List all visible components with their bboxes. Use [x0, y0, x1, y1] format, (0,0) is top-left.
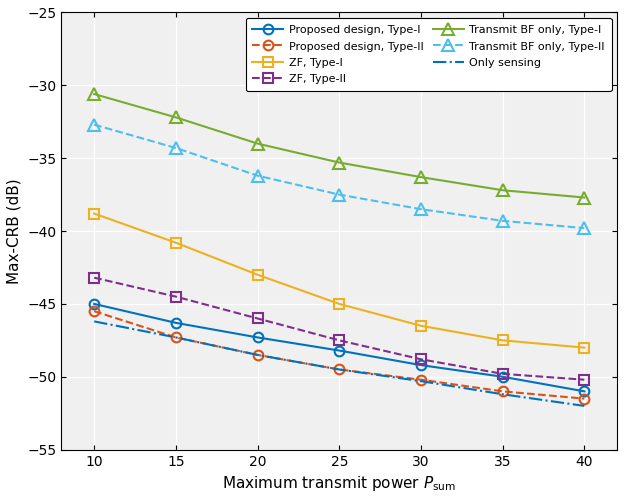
Proposed design, Type-I: [336, 348, 343, 354]
Proposed design, Type-II: [90, 308, 98, 314]
Proposed design, Type-II: [499, 388, 507, 394]
Transmit BF only, Type-I: [172, 114, 180, 120]
Transmit BF only, Type-II: [336, 192, 343, 198]
ZF, Type-II: [90, 274, 98, 280]
Transmit BF only, Type-I: [499, 187, 507, 193]
ZF, Type-I: [336, 301, 343, 307]
ZF, Type-II: [580, 376, 588, 382]
Proposed design, Type-II: [417, 376, 425, 382]
Line: Only sensing: Only sensing: [94, 322, 584, 406]
Only sensing: [254, 352, 261, 358]
ZF, Type-I: [499, 338, 507, 344]
Proposed design, Type-II: [336, 366, 343, 372]
Line: ZF, Type-II: ZF, Type-II: [89, 273, 589, 384]
Proposed design, Type-I: [172, 320, 180, 326]
ZF, Type-II: [417, 356, 425, 362]
Proposed design, Type-II: [254, 352, 261, 358]
ZF, Type-I: [580, 344, 588, 350]
Transmit BF only, Type-II: [254, 172, 261, 178]
Transmit BF only, Type-I: [254, 140, 261, 146]
Line: ZF, Type-I: ZF, Type-I: [89, 208, 589, 352]
Transmit BF only, Type-II: [90, 122, 98, 128]
ZF, Type-II: [172, 294, 180, 300]
Proposed design, Type-I: [254, 334, 261, 340]
Proposed design, Type-II: [580, 396, 588, 402]
Line: Proposed design, Type-II: Proposed design, Type-II: [89, 306, 589, 404]
Line: Transmit BF only, Type-I: Transmit BF only, Type-I: [89, 88, 590, 203]
Proposed design, Type-I: [499, 374, 507, 380]
X-axis label: Maximum transmit power $P_{\mathrm{sum}}$: Maximum transmit power $P_{\mathrm{sum}}…: [222, 474, 456, 493]
Proposed design, Type-I: [90, 301, 98, 307]
Legend: Proposed design, Type-I, Proposed design, Type-II, ZF, Type-I, ZF, Type-II, Tran: Proposed design, Type-I, Proposed design…: [246, 18, 612, 91]
ZF, Type-II: [499, 371, 507, 377]
ZF, Type-II: [336, 338, 343, 344]
Transmit BF only, Type-II: [417, 206, 425, 212]
Only sensing: [336, 366, 343, 372]
ZF, Type-I: [417, 323, 425, 329]
ZF, Type-I: [254, 272, 261, 278]
Transmit BF only, Type-I: [417, 174, 425, 180]
ZF, Type-I: [172, 240, 180, 246]
Only sensing: [580, 403, 588, 409]
Transmit BF only, Type-II: [172, 145, 180, 151]
ZF, Type-II: [254, 316, 261, 322]
Only sensing: [90, 318, 98, 324]
Proposed design, Type-I: [580, 388, 588, 394]
Transmit BF only, Type-I: [90, 91, 98, 97]
Only sensing: [499, 392, 507, 398]
Y-axis label: Max-CRB (dB): Max-CRB (dB): [7, 178, 22, 284]
Only sensing: [417, 378, 425, 384]
Transmit BF only, Type-II: [580, 225, 588, 231]
Proposed design, Type-I: [417, 362, 425, 368]
Transmit BF only, Type-I: [336, 160, 343, 166]
Transmit BF only, Type-II: [499, 218, 507, 224]
Line: Transmit BF only, Type-II: Transmit BF only, Type-II: [89, 119, 590, 234]
Transmit BF only, Type-I: [580, 194, 588, 200]
ZF, Type-I: [90, 210, 98, 216]
Line: Proposed design, Type-I: Proposed design, Type-I: [89, 299, 589, 396]
Only sensing: [172, 334, 180, 340]
Proposed design, Type-II: [172, 334, 180, 340]
